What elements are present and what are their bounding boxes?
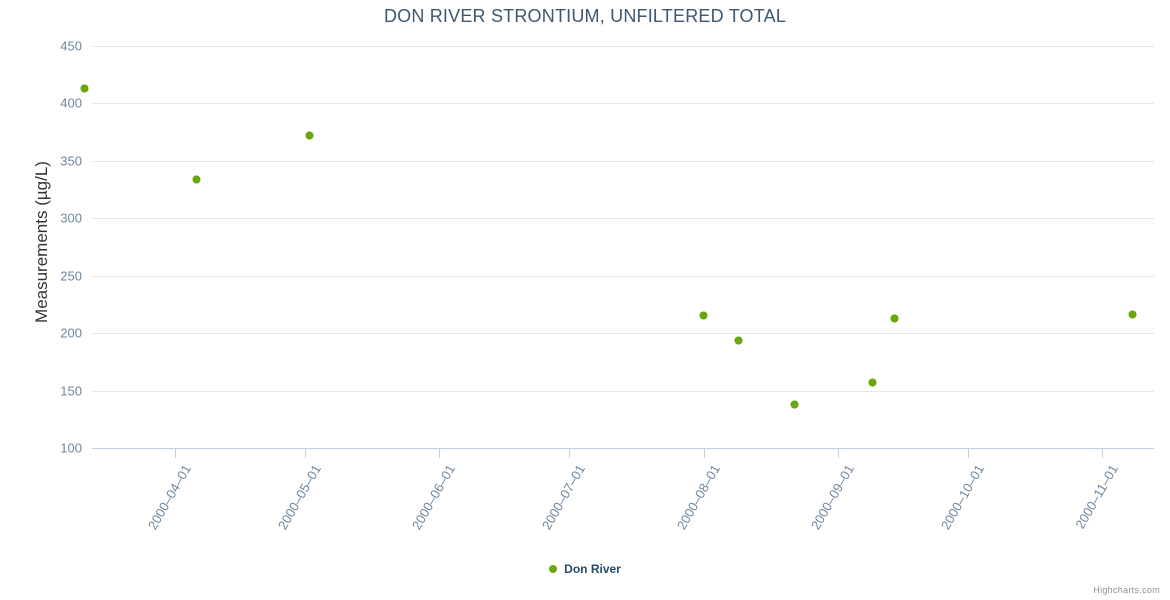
x-axis-tick bbox=[968, 448, 969, 458]
x-axis-line bbox=[92, 448, 1154, 449]
legend-item-don-river[interactable]: Don River bbox=[549, 562, 621, 576]
gridline bbox=[92, 333, 1154, 335]
y-axis-tick-label: 350 bbox=[60, 153, 82, 169]
x-axis-tick-label: 2000–06–01 bbox=[409, 462, 459, 533]
x-axis-tick-label: 2000–04–01 bbox=[144, 462, 194, 533]
data-point[interactable] bbox=[80, 84, 88, 92]
x-axis-tick-label: 2000–11–01 bbox=[1072, 462, 1122, 532]
x-axis-tick bbox=[569, 448, 571, 458]
gridline bbox=[92, 160, 1154, 162]
data-point[interactable] bbox=[193, 175, 201, 183]
x-axis-tick bbox=[439, 448, 441, 458]
data-point[interactable] bbox=[734, 336, 742, 344]
x-axis-tick bbox=[703, 448, 705, 458]
chart-legend: Don River bbox=[0, 562, 1170, 576]
y-axis-tick-labels: 100 150 200 250 300 350 400 450 bbox=[0, 0, 82, 600]
gridline bbox=[92, 103, 1154, 105]
data-point[interactable] bbox=[869, 379, 877, 387]
data-point[interactable] bbox=[791, 400, 799, 408]
x-axis-tick bbox=[175, 448, 176, 458]
x-axis-tick-label: 2000–09–01 bbox=[807, 462, 857, 533]
y-axis-tick-label: 300 bbox=[60, 210, 82, 226]
data-point[interactable] bbox=[700, 312, 708, 320]
y-axis-tick-label: 450 bbox=[60, 38, 82, 54]
x-axis-tick bbox=[1102, 448, 1104, 458]
x-axis-tick bbox=[305, 448, 306, 458]
chart-title: DON RIVER STRONTIUM, UNFILTERED TOTAL bbox=[383, 6, 787, 26]
data-point[interactable] bbox=[305, 132, 313, 140]
data-point[interactable] bbox=[890, 314, 898, 322]
y-axis-tick-label: 150 bbox=[60, 383, 82, 399]
gridline bbox=[92, 218, 1154, 220]
gridline bbox=[92, 275, 1154, 277]
x-axis-tick-label: 2000–07–01 bbox=[539, 462, 589, 533]
gridline bbox=[92, 390, 1154, 392]
y-axis-tick-label: 250 bbox=[60, 268, 82, 284]
legend-item-label: Don River bbox=[564, 562, 621, 576]
highcharts-credits-link[interactable]: Highcharts.com bbox=[1093, 585, 1160, 595]
data-point[interactable] bbox=[1129, 311, 1137, 319]
x-axis-tick-label: 2000–05–01 bbox=[274, 462, 324, 533]
legend-marker-icon bbox=[549, 565, 558, 573]
plot-area bbox=[80, 46, 1154, 448]
x-axis-tick-label: 2000–08–01 bbox=[673, 462, 723, 533]
x-axis-tick bbox=[838, 448, 839, 458]
y-axis-tick-label: 100 bbox=[60, 440, 82, 456]
y-axis-tick-label: 200 bbox=[60, 325, 82, 341]
y-axis-tick-label: 400 bbox=[60, 95, 82, 111]
gridline bbox=[92, 46, 1154, 47]
x-axis-tick-label: 2000–10–01 bbox=[937, 462, 987, 533]
